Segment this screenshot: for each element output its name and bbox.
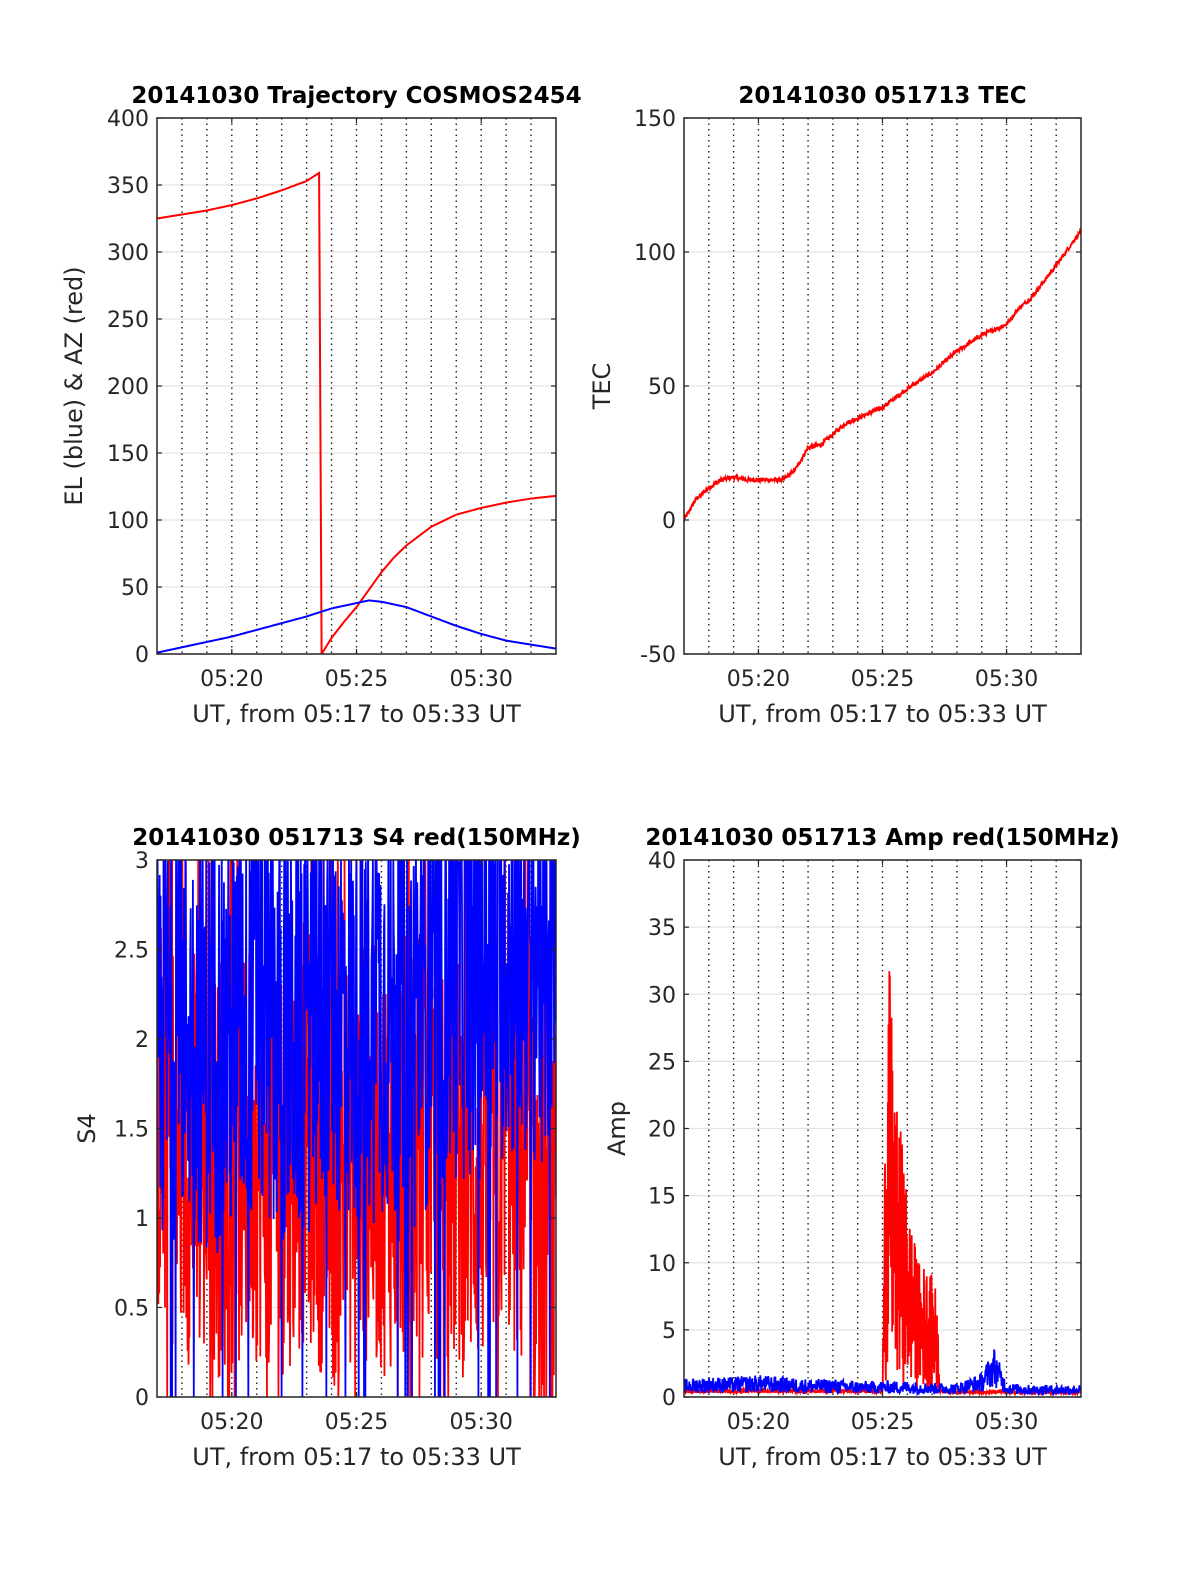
y-tick-label: 2 (135, 1028, 149, 1053)
chart-4: 0 5 10 15 20 25 30 35 40 05:20 05:25 05:30 20141030 … (603, 825, 1120, 1471)
y-tick-label: 0 (662, 1386, 676, 1411)
x-axis-label: UT, from 05:17 to 05:33 UT (718, 1443, 1047, 1471)
y-tick-label: 250 (107, 308, 149, 333)
y-tick-label: 40 (648, 849, 676, 874)
x-tick-label: 05:25 (325, 667, 388, 692)
series-line-tec (684, 228, 1081, 523)
y-tick-label: 100 (107, 509, 149, 534)
x-axis-label: UT, from 05:17 to 05:33 UT (192, 700, 521, 728)
chart-3: 0 0.5 1 1.5 2 2.5 3 05:20 05:25 05:30 20141030 051… (73, 825, 581, 1471)
y-tick-label: 0 (135, 1386, 149, 1411)
x-tick-label: 05:25 (325, 1410, 388, 1435)
x-tick-label: 05:30 (449, 667, 512, 692)
chart-title: 20141030 051713 S4 red(150MHz) (132, 825, 581, 851)
y-tick-label: 3 (135, 849, 149, 874)
x-tick-label: 05:20 (200, 667, 263, 692)
chart-title: 20141030 051713 TEC (738, 83, 1026, 109)
y-tick-label: 15 (648, 1185, 676, 1210)
x-axis-label: UT, from 05:17 to 05:33 UT (718, 700, 1047, 728)
y-tick-label: 2.5 (114, 939, 149, 964)
x-tick-label: 05:30 (449, 1410, 512, 1435)
y-tick-label: 35 (648, 916, 676, 941)
x-tick-label: 05:20 (200, 1410, 263, 1435)
y-tick-label: 50 (121, 576, 149, 601)
y-tick-label: 150 (107, 442, 149, 467)
y-tick-label: 50 (648, 375, 676, 400)
series-line-amp-blue (684, 1349, 1081, 1397)
plot-area (684, 971, 1081, 1397)
chart-1: 0 50 100 150 200 250 300 350 400 05:20 05:25 05:30 2… (60, 83, 582, 728)
y-tick-label: 400 (107, 107, 149, 132)
y-tick-label: 20 (648, 1118, 676, 1143)
chart-title: 20141030 Trajectory COSMOS2454 (131, 83, 581, 109)
y-tick-label: 0 (135, 643, 149, 668)
y-tick-label: 1 (135, 1207, 149, 1232)
x-tick-label: 05:30 (975, 667, 1038, 692)
y-tick-label: 1.5 (114, 1118, 149, 1143)
x-tick-label: 05:25 (851, 667, 914, 692)
series-line-s4-blue (157, 860, 556, 1397)
y-tick-label: -50 (640, 643, 676, 668)
y-tick-label: 300 (107, 241, 149, 266)
y-tick-label: 0.5 (114, 1297, 149, 1322)
series-line-az-red (157, 171, 556, 654)
x-axis-label: UT, from 05:17 to 05:33 UT (192, 1443, 521, 1471)
x-tick-label: 05:25 (851, 1410, 914, 1435)
y-tick-label: 25 (648, 1050, 676, 1075)
y-tick-label: 0 (662, 509, 676, 534)
series-line-el-blue (157, 599, 556, 654)
y-axis-label: EL (blue) & AZ (red) (60, 266, 88, 505)
x-tick-label: 05:20 (727, 667, 790, 692)
y-tick-label: 100 (634, 241, 676, 266)
plot-area (684, 228, 1081, 523)
plot-area (157, 171, 556, 654)
plot-area (157, 860, 556, 1397)
y-tick-label: 200 (107, 375, 149, 400)
y-axis-label: S4 (73, 1113, 101, 1144)
x-tick-label: 05:30 (975, 1410, 1038, 1435)
y-tick-label: 5 (662, 1319, 676, 1344)
chart-title: 20141030 051713 Amp red(150MHz) (645, 825, 1119, 851)
chart-2: -50 0 50 100 150 05:20 05:25 05:30 20141030 0517… (588, 83, 1082, 728)
y-axis-label: TEC (588, 363, 616, 411)
y-tick-label: 30 (648, 983, 676, 1008)
y-tick-label: 350 (107, 174, 149, 199)
y-tick-label: 10 (648, 1252, 676, 1277)
x-tick-label: 05:20 (727, 1410, 790, 1435)
y-axis-label: Amp (603, 1101, 631, 1156)
y-tick-label: 150 (634, 107, 676, 132)
